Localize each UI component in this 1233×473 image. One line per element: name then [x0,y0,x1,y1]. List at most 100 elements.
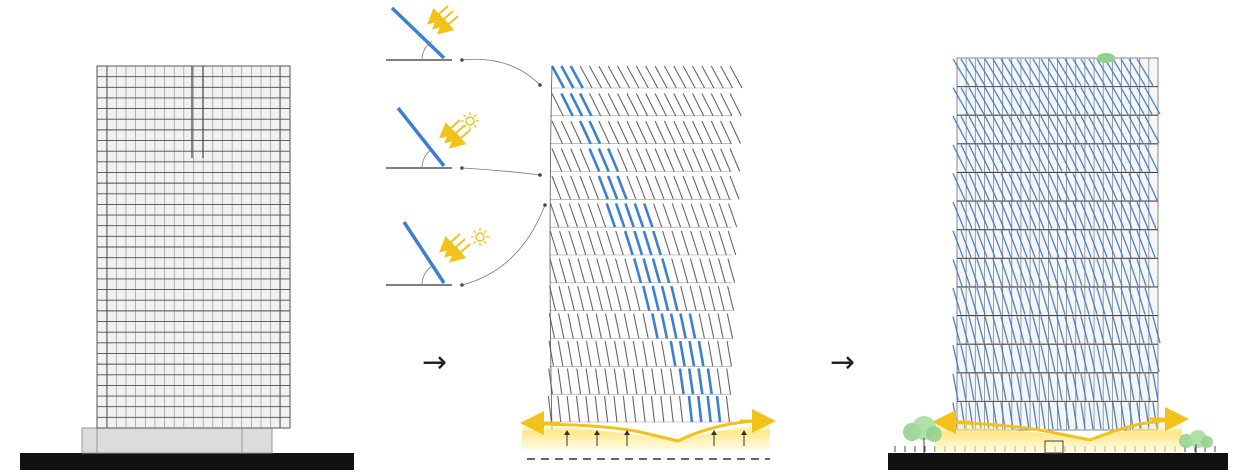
fin-grey [635,93,649,117]
fin-blue [614,203,626,228]
fin-grey [680,285,688,311]
facade-fins [952,58,1161,430]
fin-blue [1104,173,1118,201]
fin-blue [984,287,994,315]
fin-blue [660,313,669,339]
fin-blue [1040,58,1058,86]
sun-ray [444,238,466,258]
entrance [1044,440,1064,454]
fin-blue [1072,87,1089,115]
leader-dot [538,173,542,177]
fin-blue [1104,259,1115,287]
fin-blue [984,316,993,344]
fin-blue [992,201,1005,229]
uplight-arrows [564,430,747,446]
fin-blue [1072,58,1090,86]
fin-grey [566,368,572,395]
fin-blue [1112,115,1128,144]
sun-ray-short [463,114,467,118]
fin-blue [1048,201,1061,229]
fin-blue [560,92,574,117]
fin-blue [1016,173,1030,201]
sun-ray-short [483,240,487,244]
fin-blue [1032,259,1043,287]
fin-grey [701,148,713,172]
fin-grey [633,285,641,311]
fin-grey [710,93,724,117]
fin-grey [576,340,583,367]
fin-blue [984,144,999,172]
fin-grey [598,120,610,144]
fin-grey [645,93,658,117]
fin-blue [1128,230,1140,258]
fin-blue [1104,373,1111,401]
fin-grey [729,120,741,144]
fin-grey [560,148,572,172]
fin-blue [1032,402,1038,430]
fin-blue [1032,287,1042,315]
fin-grey [641,368,647,395]
fin-blue [1024,287,1034,315]
fin-blue [1072,344,1080,372]
fin-grey [682,148,694,172]
fin-blue [1152,344,1160,372]
fin-grey [635,175,646,200]
sun-ray [449,129,471,149]
fin-grey [549,203,560,228]
fin-blue [1032,87,1049,115]
fin-grey [680,230,690,256]
fin-blue [1136,58,1154,86]
fin-grey [635,65,649,89]
fin-grey [726,368,731,395]
fin-grey [617,65,631,89]
fin-grey [727,230,737,256]
fin-blue [952,144,967,172]
fin-blue [1016,87,1033,115]
fin-blue [1056,373,1063,401]
fin-blue [1024,344,1032,372]
fin-blue [1104,58,1122,86]
fin-blue [1080,201,1093,229]
fin-grey [614,313,621,339]
fin-grey [585,340,592,367]
fin-blue [1040,173,1054,201]
fin-blue [1072,230,1084,258]
fin-blue [960,173,974,201]
fin-blue [1112,402,1118,430]
fin-blue [1056,287,1066,315]
fin-blue [1056,173,1070,201]
fin-blue [1104,201,1117,229]
fin-blue [1144,316,1153,344]
leader-line [461,167,541,176]
fin-grey [575,395,581,423]
fin-blue [651,258,661,284]
fin-blue [1000,115,1016,144]
fin-blue [1016,259,1027,287]
fin-grey [548,368,553,395]
fin-blue [1080,287,1090,315]
fin-blue [1080,144,1095,172]
fin-grey [718,230,727,256]
fin-blue [1152,373,1159,401]
fin-grey [579,175,590,200]
fin-blue [1144,373,1151,401]
fin-grey [660,368,666,395]
fin-blue [560,65,575,89]
fin-blue [1072,144,1087,172]
leader-dot [543,203,547,207]
fin-blue [1080,344,1088,372]
fin-blue [1000,230,1012,258]
fin-blue [1136,373,1143,401]
fin-blue [402,221,446,284]
fin-blue [660,285,670,311]
fin-grey [578,203,588,228]
fin-blue [1088,259,1099,287]
fin-blue [968,316,977,344]
fin-blue [1056,344,1064,372]
fin-blue [588,147,601,173]
fin-blue [968,230,980,258]
fin-grey [605,258,614,283]
fin-grey [605,285,613,311]
fin-grey [579,65,593,89]
fin-blue [1128,144,1143,172]
